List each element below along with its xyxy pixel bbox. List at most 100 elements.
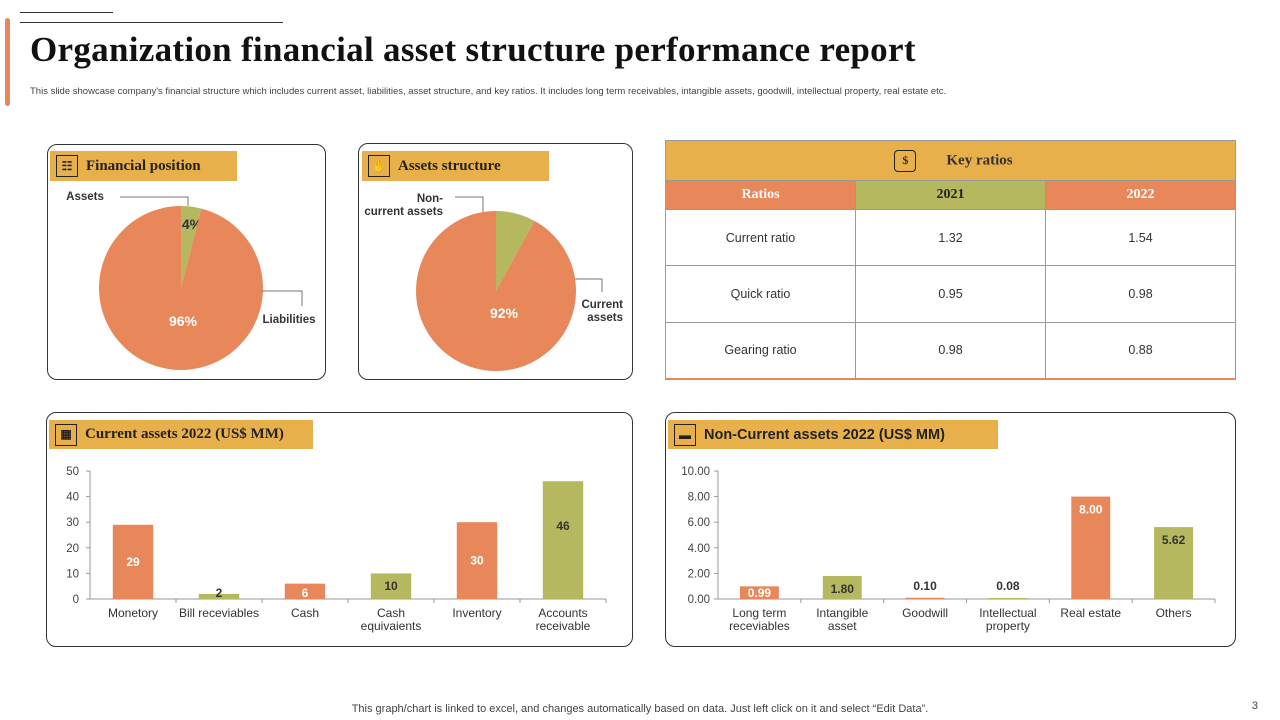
x-tick-label: Intangible asset [816, 606, 868, 633]
bar-data-label: 2 [216, 586, 223, 600]
pie-category-label: Assets [66, 191, 104, 203]
pie-data-label: 96% [169, 313, 198, 329]
cell: Quick ratio [665, 265, 856, 323]
key-ratios-table: $ Key ratios Ratios 2021 2022 Current rat… [665, 140, 1236, 380]
column-header: 2022 [1045, 180, 1236, 210]
chart-board-icon: ▦ [55, 423, 77, 446]
bar [822, 575, 862, 599]
panel-title: Current assets 2022 (US$ MM) [85, 426, 284, 442]
bar-data-label: 0.08 [996, 579, 1020, 593]
cell: 1.32 [855, 209, 1046, 266]
bar [112, 524, 154, 599]
leader-line [262, 290, 303, 306]
bar [198, 593, 240, 599]
leader-line [575, 278, 603, 292]
pie-slice [416, 211, 577, 371]
cell: 0.88 [1045, 322, 1236, 379]
column-header: 2021 [855, 180, 1046, 210]
x-tick-label: Intellectual property [979, 606, 1036, 633]
bar [988, 597, 1028, 599]
y-tick-label: 30 [66, 517, 79, 529]
table-row: Quick ratio 0.95 0.98 [665, 265, 1236, 323]
x-tick-label: Others [1156, 606, 1192, 620]
bar-data-label: 29 [126, 555, 140, 569]
cell: Gearing ratio [665, 322, 856, 379]
footer-note: This graph/chart is linked to excel, and… [351, 703, 929, 715]
pie-data-label: 92% [490, 305, 519, 321]
cell: 0.98 [1045, 265, 1236, 323]
pie-category-label: Current assets [581, 299, 623, 324]
y-tick-label: 50 [66, 466, 79, 478]
bar-data-label: 0.99 [748, 586, 772, 600]
table-row: Current ratio 1.32 1.54 [665, 209, 1236, 266]
leader-line [455, 196, 484, 212]
bar [905, 597, 945, 599]
panel-title: Non-Current assets 2022 (US$ MM) [704, 426, 945, 443]
x-tick-label: Accounts receivable [536, 606, 591, 633]
bar-data-label: 10 [384, 579, 398, 593]
hand-coin-icon: ✋ [368, 155, 390, 177]
x-tick-label: Cash equivaients [361, 606, 422, 633]
bar-data-label: 8.00 [1079, 503, 1103, 517]
bar [1154, 527, 1194, 599]
leader-line [120, 196, 189, 206]
bar [739, 586, 779, 599]
assets-structure-panel [358, 143, 633, 380]
y-tick-label: 4.00 [688, 543, 710, 555]
non-current-assets-panel [665, 412, 1236, 647]
page-subtitle: This slide showcase company's financial … [30, 86, 947, 97]
cash-icon: ▬ [674, 423, 696, 446]
bar-data-label: 30 [470, 554, 484, 568]
x-tick-label: Real estate [1060, 606, 1121, 620]
pie-slice [496, 211, 535, 291]
cell: 0.98 [855, 322, 1046, 379]
panel-header: ☷ Financial position [50, 151, 237, 181]
pie-slice [98, 206, 263, 370]
y-tick-label: 10.00 [681, 466, 710, 478]
bar-data-label: 6 [302, 586, 309, 600]
y-tick-label: 0.00 [688, 594, 710, 606]
people-chart-icon: ☷ [56, 155, 78, 177]
y-tick-label: 6.00 [688, 517, 710, 529]
y-tick-label: 2.00 [688, 568, 710, 580]
pie-category-label: Liabilities [262, 314, 315, 326]
bar-data-label: 0.10 [913, 579, 937, 593]
accent-bar [5, 18, 10, 106]
money-bag-icon: $ [894, 149, 917, 172]
y-tick-label: 10 [66, 568, 79, 580]
panel-header: ▬ Non-Current assets 2022 (US$ MM) [668, 420, 998, 449]
divider [20, 12, 113, 13]
y-tick-label: 20 [66, 543, 79, 555]
key-ratios-title: Key ratios [946, 151, 1013, 168]
x-tick-label: Inventory [452, 606, 501, 620]
y-tick-label: 40 [66, 492, 79, 504]
cell: 1.54 [1045, 209, 1236, 266]
bar [1071, 496, 1111, 599]
divider [20, 22, 283, 23]
bar [456, 522, 498, 599]
x-tick-label: Cash [291, 606, 319, 620]
bar [284, 583, 326, 599]
page-number: 3 [1251, 700, 1258, 712]
pie-category-label: Non-current assets [364, 193, 443, 218]
bar-data-label: 1.80 [831, 582, 855, 596]
bar-data-label: 5.62 [1162, 533, 1186, 547]
pie-slice [181, 206, 202, 288]
x-tick-label: Monetory [108, 606, 158, 620]
y-tick-label: 0 [73, 594, 79, 606]
bar [370, 573, 412, 599]
panel-title: Assets structure [398, 157, 501, 174]
page-title: Organization financial asset structure p… [30, 30, 916, 69]
panel-header: ✋ Assets structure [362, 151, 549, 181]
financial-position-panel [47, 144, 326, 380]
bar [542, 481, 584, 599]
table-row: Gearing ratio 0.98 0.88 [665, 322, 1236, 379]
x-tick-label: Goodwill [902, 606, 948, 620]
panel-header: ▦ Current assets 2022 (US$ MM) [49, 420, 313, 449]
bar-data-label: 46 [556, 519, 570, 533]
x-tick-label: Long term receviables [729, 606, 790, 633]
current-assets-panel [46, 412, 633, 647]
y-tick-label: 8.00 [688, 492, 710, 504]
x-tick-label: Bill receviables [179, 606, 259, 620]
